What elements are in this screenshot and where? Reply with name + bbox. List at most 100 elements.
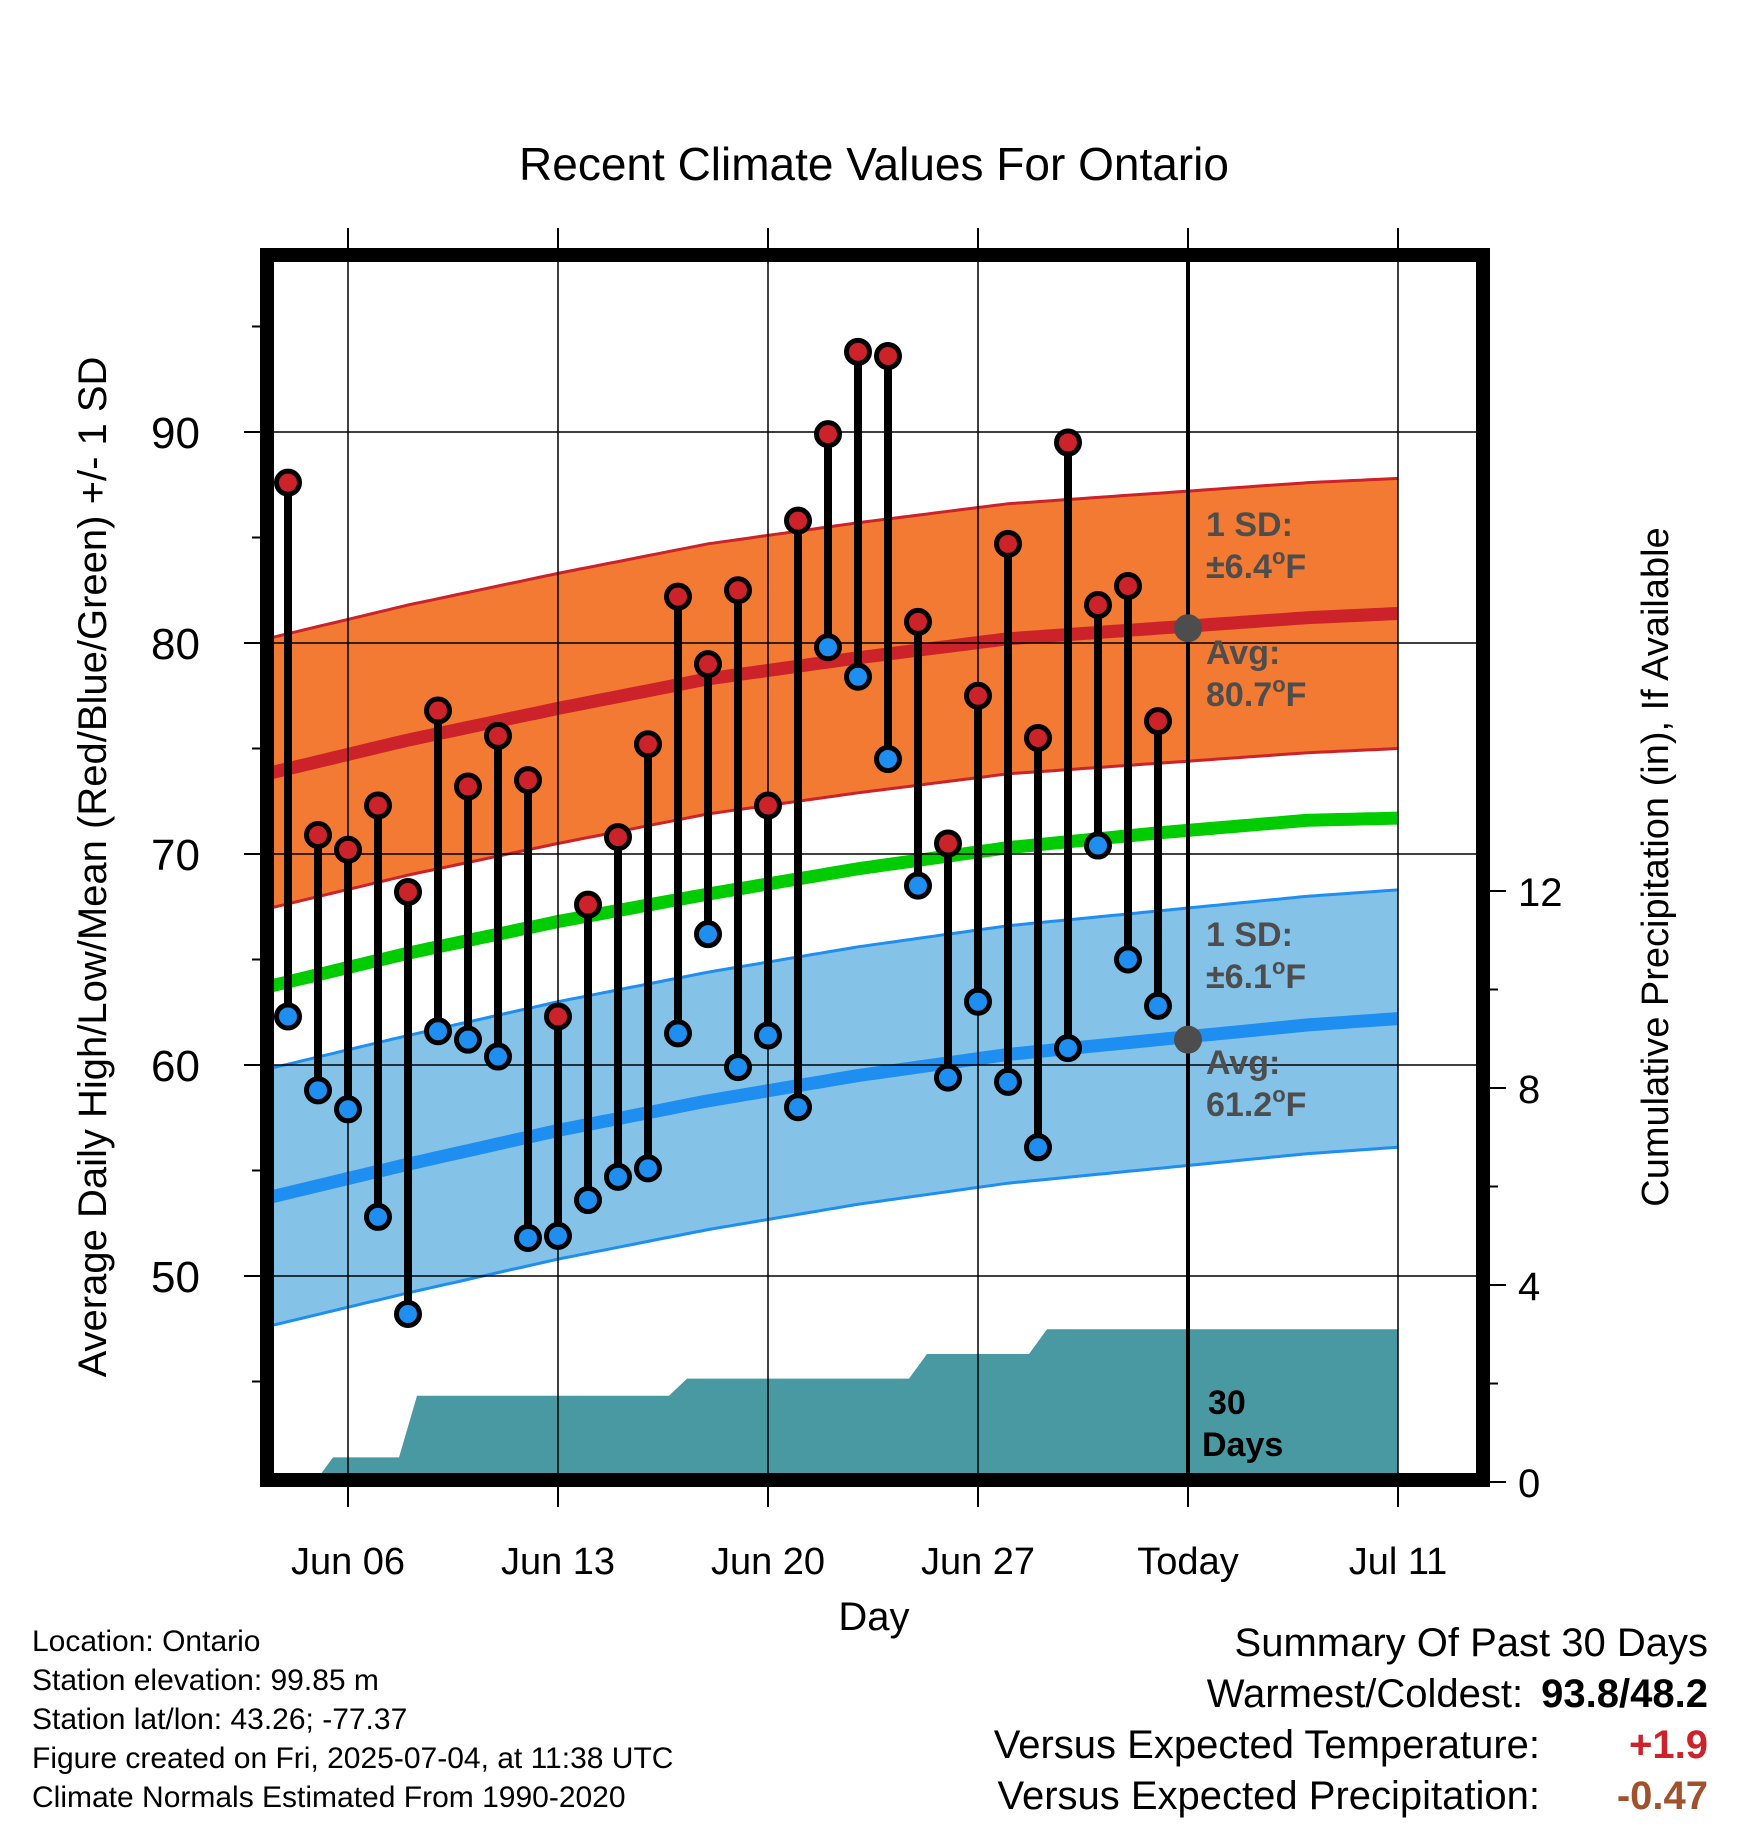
avg-mean-line bbox=[272, 811, 1399, 993]
daily-low-point bbox=[724, 1053, 752, 1082]
location-text: Location: Ontario bbox=[32, 1625, 261, 1658]
y2-axis-title: Cumulative Precipitation (in), If Availa… bbox=[1635, 527, 1677, 1206]
daily-high-point bbox=[1084, 591, 1112, 620]
daily-high-point bbox=[604, 823, 632, 852]
daily-low-point bbox=[1054, 1034, 1082, 1063]
high-sd-band-lower-edge bbox=[272, 747, 1399, 910]
y2-tick-label-1: 4 bbox=[1518, 1265, 1540, 1309]
latlon-text: Station lat/lon: 43.26; -77.37 bbox=[32, 1703, 408, 1736]
summary-heading: Summary Of Past 30 Days bbox=[1234, 1621, 1708, 1665]
daily-low-point bbox=[334, 1095, 362, 1124]
daily-low-point bbox=[454, 1025, 482, 1054]
precip-days-line2: Days bbox=[1202, 1426, 1283, 1464]
daily-low-point bbox=[1114, 945, 1142, 974]
low-sd-annotation-line1: 1 SD: bbox=[1206, 916, 1293, 954]
x-tick-label-2: Jun 20 bbox=[711, 1541, 825, 1583]
daily-low-point bbox=[934, 1063, 962, 1092]
precip-label: Versus Expected Precipitation: bbox=[997, 1774, 1540, 1818]
daily-low-point bbox=[874, 745, 902, 774]
daily-high-point bbox=[784, 506, 812, 535]
y-tick-label-0: 50 bbox=[151, 1253, 200, 1302]
temp-anomaly-value: +1.9 bbox=[1629, 1723, 1708, 1767]
low-avg-annotation-line2: 61.2oF bbox=[1206, 1082, 1306, 1124]
high-sd-annotation: 1 SD:±6.4oF bbox=[1206, 506, 1306, 586]
y2-tick-label-3: 12 bbox=[1518, 871, 1563, 915]
daily-high-point bbox=[754, 791, 782, 820]
daily-high-point bbox=[334, 835, 362, 864]
daily-high-point bbox=[544, 1002, 572, 1031]
daily-high-point bbox=[1024, 723, 1052, 752]
precip-days-line1: 30 bbox=[1208, 1384, 1246, 1422]
daily-high-point bbox=[904, 607, 932, 636]
high-sd-annotation-line1: 1 SD: bbox=[1206, 506, 1293, 544]
low-sd-annotation-line2: ±6.1oF bbox=[1206, 954, 1306, 996]
daily-low-point bbox=[634, 1154, 662, 1183]
daily-low-point bbox=[364, 1202, 392, 1231]
low-avg-annotation: Avg:61.2oF bbox=[1206, 1044, 1306, 1124]
daily-high-point bbox=[1054, 428, 1082, 457]
daily-low-point bbox=[694, 920, 722, 949]
y2-tick-label-0: 0 bbox=[1518, 1462, 1540, 1506]
daily-high-point bbox=[724, 576, 752, 605]
summary-panel: Summary Of Past 30 Days Warmest/Coldest:… bbox=[994, 1618, 1708, 1822]
x-tick-label-4: Today bbox=[1137, 1541, 1238, 1583]
daily-high-point bbox=[964, 681, 992, 710]
daily-high-point bbox=[664, 582, 692, 611]
daily-low-point bbox=[814, 633, 842, 662]
daily-low-point bbox=[394, 1299, 422, 1328]
created-text: Figure created on Fri, 2025-07-04, at 11… bbox=[32, 1742, 674, 1775]
daily-low-point bbox=[1144, 991, 1172, 1020]
avg-low-line bbox=[272, 1012, 1399, 1204]
daily-high-point bbox=[694, 650, 722, 679]
daily-high-point bbox=[454, 772, 482, 801]
y-tick-label-4: 90 bbox=[151, 409, 200, 458]
daily-low-point bbox=[784, 1093, 812, 1122]
chart-title: Recent Climate Values For Ontario bbox=[519, 138, 1229, 190]
daily-low-point bbox=[604, 1162, 632, 1191]
normals-text: Climate Normals Estimated From 1990-2020 bbox=[32, 1781, 626, 1814]
plot-frame bbox=[260, 248, 1490, 1487]
daily-low-point bbox=[754, 1021, 782, 1050]
daily-high-point bbox=[424, 696, 452, 725]
station-info: Location: Ontario Station elevation: 99.… bbox=[32, 1622, 673, 1817]
daily-low-point bbox=[1024, 1133, 1052, 1162]
low-avg-annotation-line1: Avg: bbox=[1206, 1044, 1280, 1082]
daily-high-point bbox=[814, 420, 842, 449]
y-tick-label-3: 80 bbox=[151, 620, 200, 669]
daily-high-point bbox=[304, 821, 332, 850]
daily-high-point bbox=[274, 468, 302, 497]
daily-low-point bbox=[904, 871, 932, 900]
daily-high-point bbox=[1144, 707, 1172, 736]
daily-low-point bbox=[304, 1076, 332, 1105]
low-sd-annotation: 1 SD:±6.1oF bbox=[1206, 916, 1306, 996]
x-axis-title: Day bbox=[838, 1595, 909, 1639]
temp-label: Versus Expected Temperature: bbox=[993, 1723, 1540, 1767]
high-sd-annotation-line2: ±6.4oF bbox=[1206, 544, 1306, 586]
daily-low-point bbox=[424, 1017, 452, 1046]
warm-cold-label: Warmest/Coldest: bbox=[1206, 1672, 1524, 1716]
daily-high-point bbox=[844, 337, 872, 366]
daily-low-point bbox=[544, 1221, 572, 1250]
daily-low-point bbox=[994, 1067, 1022, 1096]
daily-high-point bbox=[364, 791, 392, 820]
daily-high-point bbox=[574, 890, 602, 919]
precip-anomaly-value: -0.47 bbox=[1616, 1774, 1708, 1818]
daily-low-point bbox=[574, 1186, 602, 1215]
summary-precip-row: Versus Expected Precipitation: -0.47 bbox=[994, 1771, 1708, 1822]
daily-high-point bbox=[994, 529, 1022, 558]
high-avg-annotation-line1: Avg: bbox=[1206, 634, 1280, 672]
coldest-value: 48.2 bbox=[1630, 1672, 1708, 1716]
summary-warm-cold-row: Warmest/Coldest: 93.8/48.2 bbox=[1206, 1672, 1708, 1716]
daily-high-point bbox=[394, 877, 422, 906]
daily-low-point bbox=[1084, 831, 1112, 860]
high-avg-annotation-line2: 80.7oF bbox=[1206, 672, 1306, 714]
low-sd-band-lower-edge bbox=[272, 1145, 1399, 1327]
daily-low-point bbox=[484, 1042, 512, 1071]
daily-low-point bbox=[664, 1019, 692, 1048]
y-tick-label-2: 70 bbox=[151, 831, 200, 880]
y-tick-label-1: 60 bbox=[151, 1042, 200, 1091]
low-sd-band bbox=[272, 889, 1398, 1326]
daily-high-point bbox=[1114, 572, 1142, 601]
daily-low-point bbox=[274, 1002, 302, 1031]
